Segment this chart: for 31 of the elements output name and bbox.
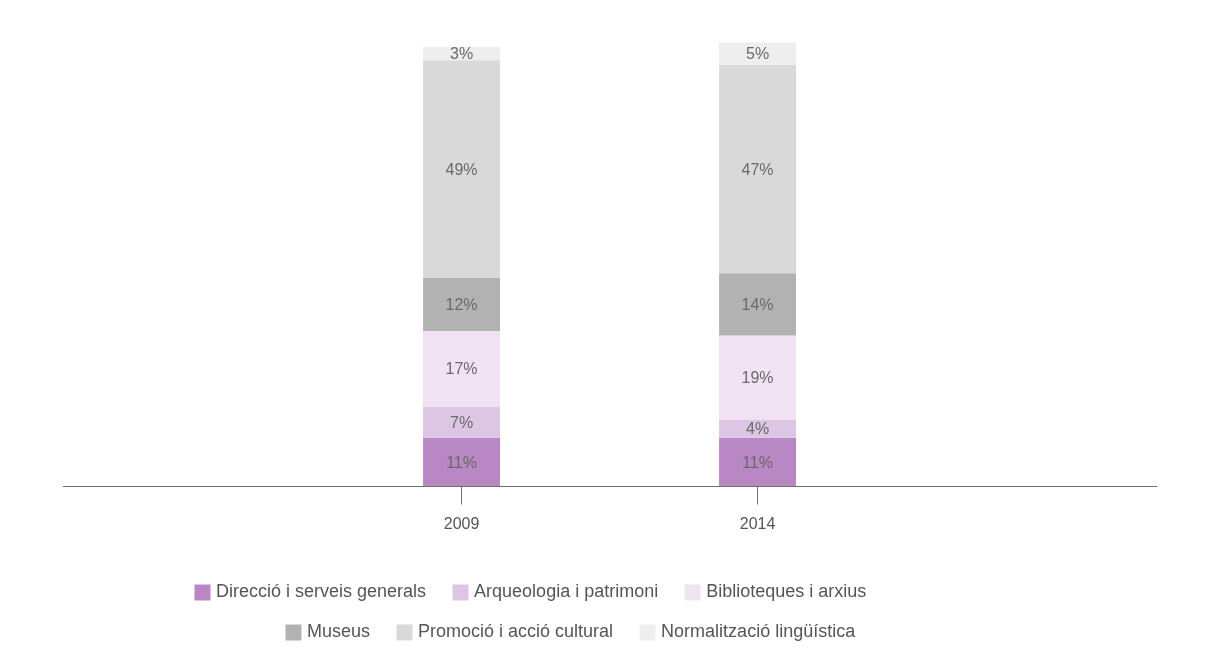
bar: [719, 335, 797, 420]
data-label: 11%: [446, 453, 477, 471]
legend-label: Direcció i serveis generals: [216, 581, 427, 602]
bar: [423, 406, 501, 438]
bar: [719, 64, 797, 274]
data-label: 4%: [746, 420, 770, 438]
legend-label: Arqueologia i patrimoni: [474, 581, 659, 602]
bar: [719, 437, 797, 487]
data-label: 3%: [449, 45, 474, 63]
data-label: 7%: [449, 413, 474, 431]
data-label: 14%: [741, 295, 774, 313]
bar: [423, 331, 501, 407]
bar: [719, 273, 797, 336]
data-label: 5%: [746, 45, 770, 63]
data-label: 49%: [445, 160, 478, 178]
x-tick-label: 2009: [443, 514, 480, 532]
bar: [423, 437, 501, 487]
x-tick-label: 2014: [739, 514, 776, 532]
bar: [423, 277, 501, 332]
data-label: 12%: [445, 295, 478, 313]
legend-label: Biblioteques i arxius: [706, 581, 867, 602]
bar: [719, 42, 797, 65]
data-label: 11%: [742, 453, 773, 471]
legend-label: Promoció i acció cultural: [418, 621, 614, 642]
bar: [719, 419, 797, 438]
data-label: 19%: [741, 369, 774, 387]
data-label: 17%: [445, 360, 478, 378]
bar: [423, 60, 501, 278]
legend-label: Museus: [307, 621, 371, 642]
legend-label: Normalització lingüística: [661, 621, 856, 642]
data-label: 47%: [741, 160, 774, 178]
